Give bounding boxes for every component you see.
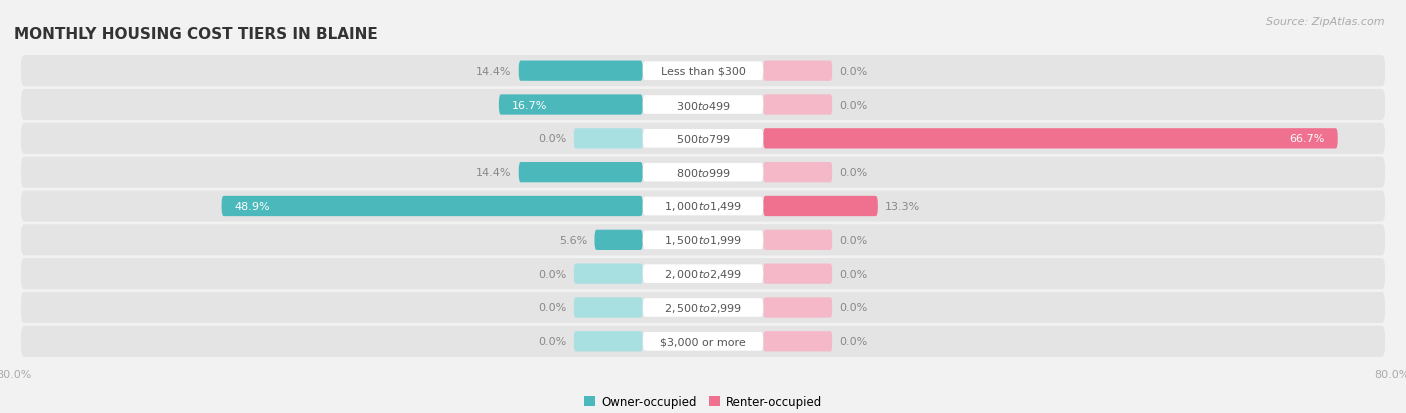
Text: $3,000 or more: $3,000 or more [661,337,745,347]
FancyBboxPatch shape [21,326,1385,357]
Legend: Owner-occupied, Renter-occupied: Owner-occupied, Renter-occupied [583,395,823,408]
Text: 16.7%: 16.7% [512,100,547,110]
FancyBboxPatch shape [21,90,1385,121]
Text: 5.6%: 5.6% [560,235,588,245]
FancyBboxPatch shape [499,95,643,115]
Text: 0.0%: 0.0% [538,303,567,313]
Text: 0.0%: 0.0% [538,269,567,279]
Text: $800 to $999: $800 to $999 [675,167,731,179]
Text: $500 to $799: $500 to $799 [675,133,731,145]
FancyBboxPatch shape [643,299,763,317]
Text: 0.0%: 0.0% [839,235,868,245]
FancyBboxPatch shape [222,196,643,217]
Text: $2,000 to $2,499: $2,000 to $2,499 [664,268,742,280]
FancyBboxPatch shape [519,62,643,82]
Text: 0.0%: 0.0% [839,337,868,347]
Text: 14.4%: 14.4% [477,168,512,178]
FancyBboxPatch shape [574,264,643,284]
Text: 13.3%: 13.3% [884,202,920,211]
Text: 0.0%: 0.0% [839,100,868,110]
FancyBboxPatch shape [21,123,1385,154]
FancyBboxPatch shape [763,129,1337,149]
Text: 0.0%: 0.0% [839,303,868,313]
FancyBboxPatch shape [574,298,643,318]
FancyBboxPatch shape [763,298,832,318]
Text: $300 to $499: $300 to $499 [675,99,731,111]
Text: MONTHLY HOUSING COST TIERS IN BLAINE: MONTHLY HOUSING COST TIERS IN BLAINE [14,26,378,41]
Text: $1,500 to $1,999: $1,500 to $1,999 [664,234,742,247]
Text: $2,500 to $2,999: $2,500 to $2,999 [664,301,742,314]
FancyBboxPatch shape [21,56,1385,87]
Text: 0.0%: 0.0% [839,66,868,76]
FancyBboxPatch shape [21,292,1385,323]
Text: Source: ZipAtlas.com: Source: ZipAtlas.com [1267,17,1385,26]
Text: 0.0%: 0.0% [839,269,868,279]
FancyBboxPatch shape [643,96,763,114]
Text: $1,000 to $1,499: $1,000 to $1,499 [664,200,742,213]
Text: Less than $300: Less than $300 [661,66,745,76]
FancyBboxPatch shape [643,164,763,182]
FancyBboxPatch shape [21,157,1385,188]
Text: 48.9%: 48.9% [235,202,270,211]
FancyBboxPatch shape [643,231,763,249]
FancyBboxPatch shape [643,197,763,216]
FancyBboxPatch shape [519,163,643,183]
FancyBboxPatch shape [763,230,832,250]
FancyBboxPatch shape [763,331,832,351]
Text: 14.4%: 14.4% [477,66,512,76]
FancyBboxPatch shape [763,62,832,82]
FancyBboxPatch shape [763,196,877,217]
FancyBboxPatch shape [643,332,763,351]
FancyBboxPatch shape [643,265,763,283]
FancyBboxPatch shape [643,130,763,148]
Text: 0.0%: 0.0% [538,337,567,347]
FancyBboxPatch shape [643,62,763,81]
FancyBboxPatch shape [21,259,1385,290]
FancyBboxPatch shape [763,264,832,284]
FancyBboxPatch shape [763,163,832,183]
FancyBboxPatch shape [21,225,1385,256]
FancyBboxPatch shape [21,191,1385,222]
Text: 0.0%: 0.0% [538,134,567,144]
FancyBboxPatch shape [574,129,643,149]
Text: 0.0%: 0.0% [839,168,868,178]
FancyBboxPatch shape [763,95,832,115]
FancyBboxPatch shape [595,230,643,250]
FancyBboxPatch shape [574,331,643,351]
Text: 66.7%: 66.7% [1289,134,1324,144]
